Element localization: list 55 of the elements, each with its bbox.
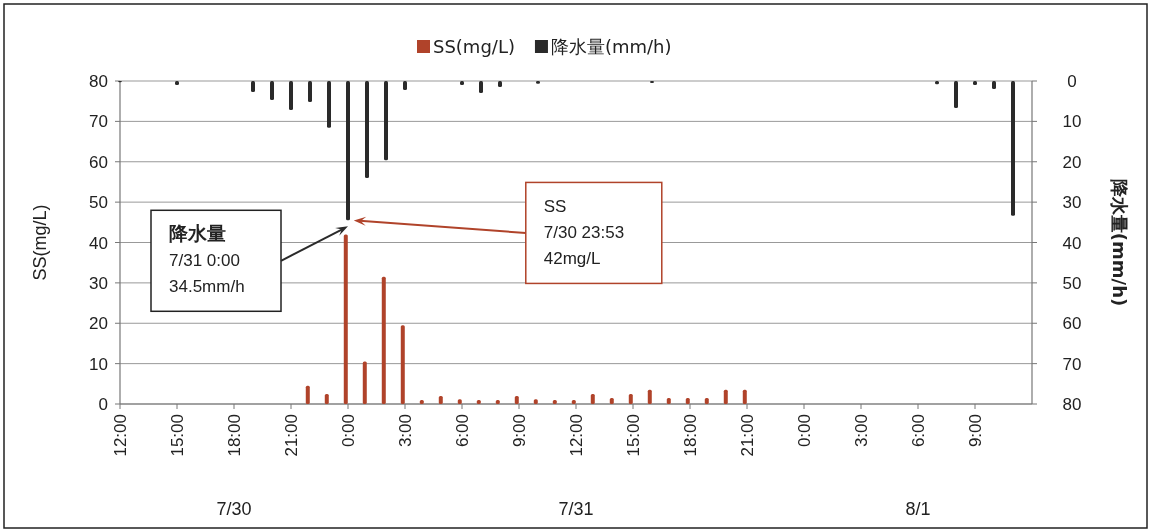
x-tick-label: 21:00 xyxy=(282,414,301,457)
bar xyxy=(324,393,329,404)
annotation: SS 7/30 23:53 42mg/L xyxy=(543,197,625,269)
x-tick-label: 0:00 xyxy=(795,414,814,448)
x-tick-label: 6:00 xyxy=(453,414,472,448)
x-tick-label: 12:00 xyxy=(567,414,586,457)
bar xyxy=(723,389,728,404)
y2-tick-label: 60 xyxy=(1062,314,1082,334)
bar xyxy=(742,389,747,404)
y2-axis-title: 降水量(mm/h) xyxy=(1109,178,1130,307)
y-tick-label: 10 xyxy=(89,354,108,374)
x-tick-label: 9:00 xyxy=(510,414,529,448)
x-tick-label: 18:00 xyxy=(225,414,244,457)
y2-tick-label: 30 xyxy=(1062,193,1082,213)
y2-tick-label: 50 xyxy=(1062,273,1082,293)
text: 7/31 xyxy=(558,499,594,519)
legend-label: SS(mg/L) xyxy=(433,36,515,57)
x-tick-label: 9:00 xyxy=(966,414,985,448)
x-tick-label: 6:00 xyxy=(909,414,928,448)
bar xyxy=(647,389,652,404)
legend-label: 降水量(mm/h) xyxy=(550,36,672,57)
y-tick-label: 0 xyxy=(98,395,108,414)
text: 7/30 xyxy=(216,499,252,519)
x-tick-label: 21:00 xyxy=(738,414,757,457)
bar xyxy=(514,395,519,404)
x-tick-label: 15:00 xyxy=(168,414,187,457)
x-tick-label: 3:00 xyxy=(396,414,415,448)
y-tick-label: 20 xyxy=(89,314,108,334)
y-axis-title: SS(mg/L) xyxy=(30,204,50,281)
bar xyxy=(305,385,310,404)
y2-tick-label: 80 xyxy=(1062,395,1082,414)
x-tick-label: 12:00 xyxy=(111,414,130,457)
y2-tick-label: 40 xyxy=(1062,233,1082,253)
y2-tick-label: 0 xyxy=(1067,72,1077,91)
y2-tick-label: 70 xyxy=(1062,354,1082,374)
x-tick-label: 0:00 xyxy=(339,414,358,448)
annotation: 降水量 7/31 0:00 34.5mm/h xyxy=(169,222,245,297)
bar xyxy=(362,361,367,404)
x-tick-label: 18:00 xyxy=(681,414,700,457)
y-tick-label: 70 xyxy=(89,112,108,132)
bar xyxy=(381,276,386,404)
y-tick-label: 60 xyxy=(89,152,108,172)
bar xyxy=(590,393,595,404)
bar xyxy=(438,395,443,404)
x-tick-label: 15:00 xyxy=(624,414,643,457)
y2-tick-label: 20 xyxy=(1062,152,1082,172)
y-tick-label: 40 xyxy=(89,233,108,253)
y-tick-label: 50 xyxy=(89,193,108,213)
y-tick-label: 80 xyxy=(89,72,108,91)
y-tick-label: 30 xyxy=(89,273,108,293)
bar xyxy=(400,325,405,404)
y2-tick-label: 10 xyxy=(1062,112,1082,132)
text: 8/1 xyxy=(905,499,931,519)
x-tick-label: 3:00 xyxy=(852,414,871,448)
bar xyxy=(628,393,633,404)
